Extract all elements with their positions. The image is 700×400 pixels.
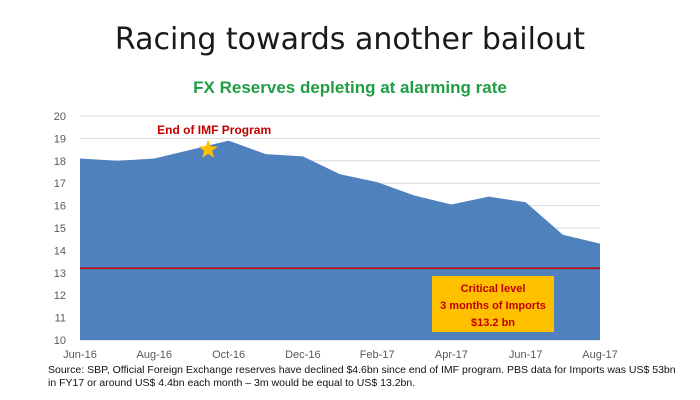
- y-tick-label: 17: [54, 178, 66, 190]
- y-tick-label: 18: [54, 156, 66, 168]
- star-icon: [198, 139, 218, 158]
- y-tick-label: 12: [54, 290, 66, 302]
- callout-line-1: Critical level: [461, 283, 526, 295]
- x-tick-label: Oct-16: [212, 349, 245, 361]
- y-axis-ticks: 10 11 12 13 14 15 16 17 18 19 20: [54, 111, 66, 347]
- x-tick-label: Feb-17: [360, 349, 395, 361]
- x-tick-label: Apr-17: [435, 349, 468, 361]
- critical-level-callout: Critical level 3 months of Imports $13.2…: [432, 276, 554, 332]
- x-tick-label: Aug-16: [137, 349, 172, 361]
- y-tick-label: 16: [54, 201, 66, 213]
- y-tick-label: 14: [54, 245, 66, 257]
- y-tick-label: 10: [54, 335, 66, 347]
- callout-line-2: 3 months of Imports: [440, 300, 546, 312]
- y-tick-label: 20: [54, 111, 66, 123]
- source-note: Source: SBP, Official Foreign Exchange r…: [48, 364, 676, 389]
- x-tick-label: Dec-16: [285, 349, 320, 361]
- callout-box: [432, 276, 554, 332]
- imf-program-label: End of IMF Program: [157, 123, 271, 137]
- x-tick-label: Aug-17: [582, 349, 617, 361]
- y-tick-label: 11: [55, 313, 66, 325]
- y-tick-label: 15: [54, 223, 66, 235]
- chart-title: FX Reserves depleting at alarming rate: [193, 78, 507, 97]
- x-tick-label: Jun-16: [63, 349, 97, 361]
- y-tick-label: 19: [54, 133, 66, 145]
- x-tick-label: Jun-17: [509, 349, 543, 361]
- callout-line-3: $13.2 bn: [471, 317, 515, 329]
- y-tick-label: 13: [54, 268, 66, 280]
- slide-title: Racing towards another bailout: [114, 22, 586, 57]
- x-axis-ticks: Jun-16 Aug-16 Oct-16 Dec-16 Feb-17 Apr-17 Jun-…: [63, 349, 618, 361]
